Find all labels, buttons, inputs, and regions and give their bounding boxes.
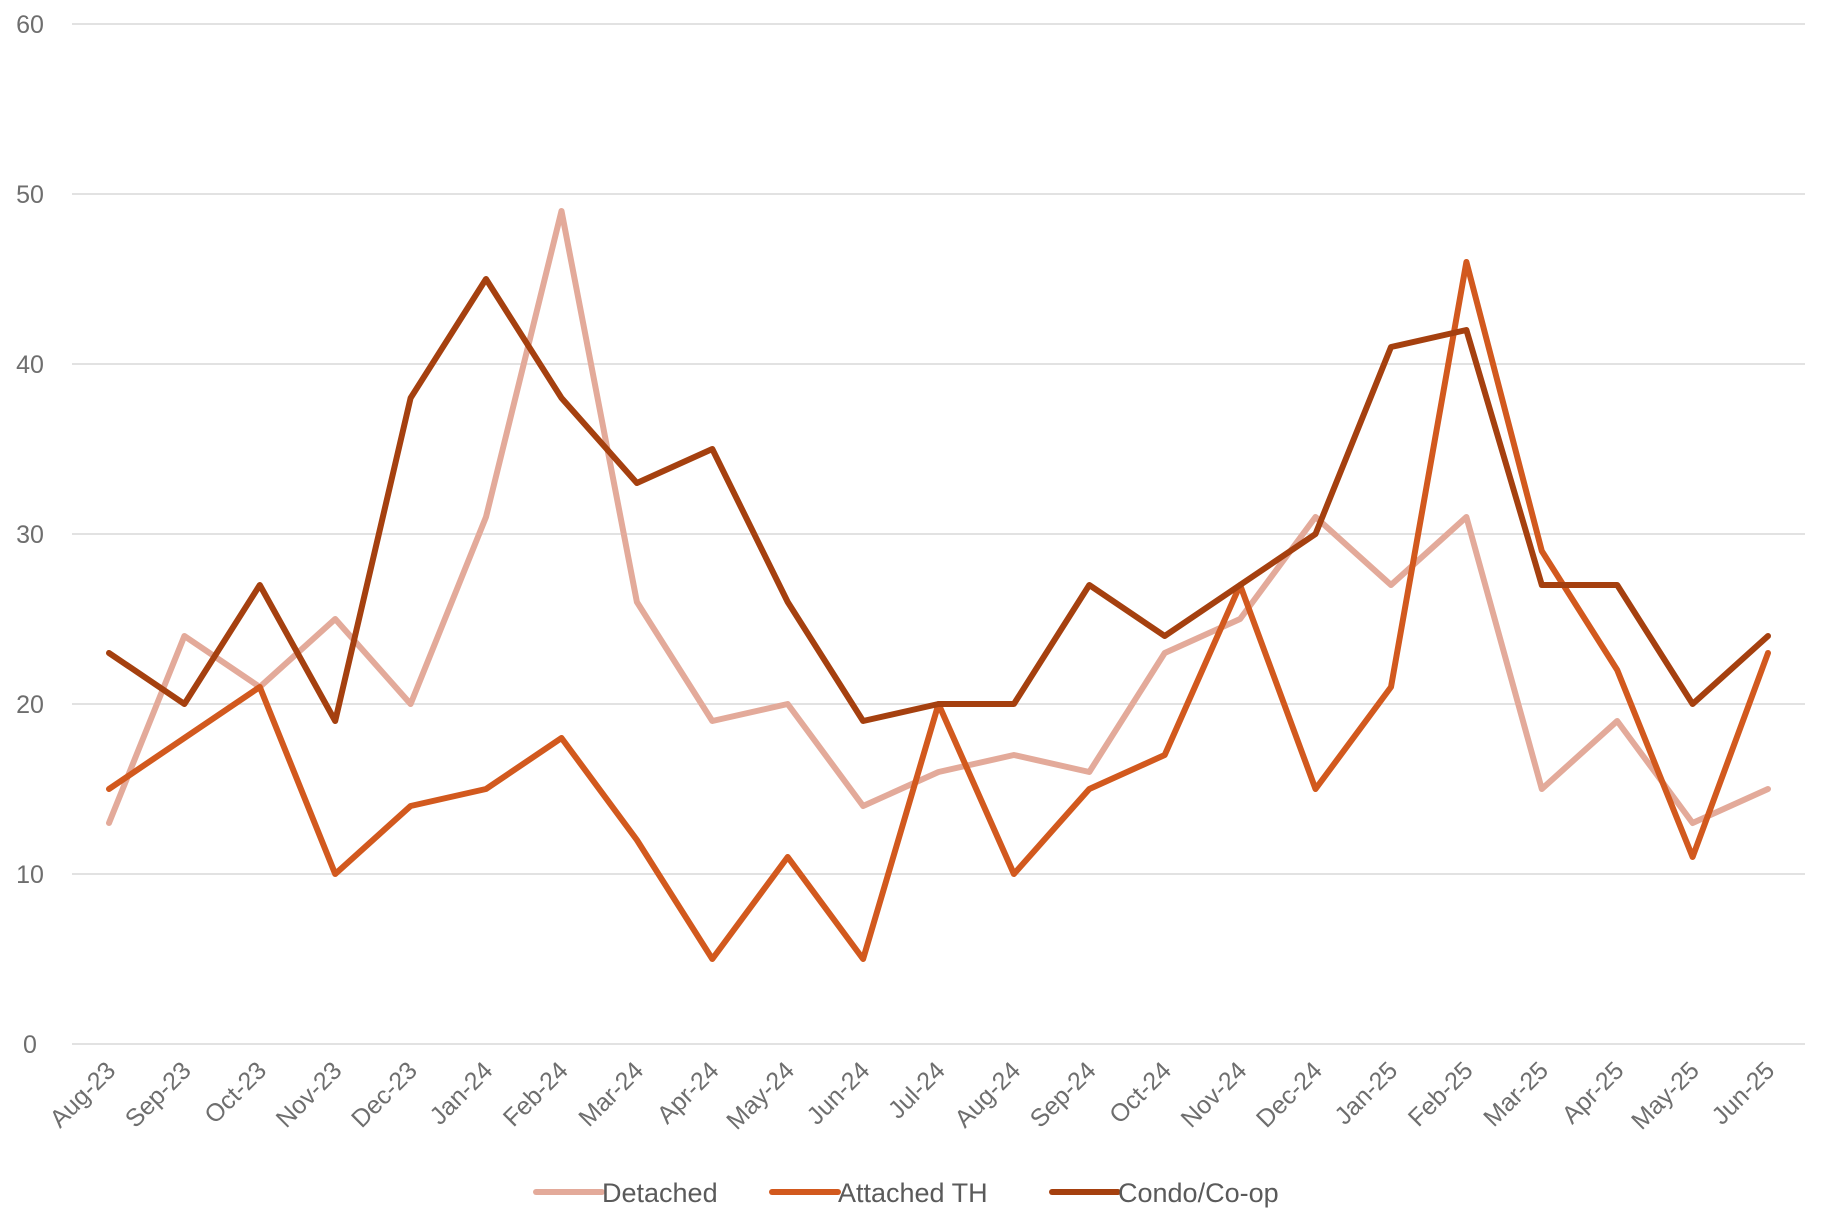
y-tick-label: 30	[16, 521, 44, 549]
x-tick-label: May-25	[1626, 1056, 1705, 1135]
x-tick-label: Sep-23	[120, 1056, 197, 1133]
x-tick-label: Sep-24	[1025, 1056, 1102, 1133]
x-tick-label: Apr-25	[1557, 1056, 1630, 1129]
x-tick-label: Nov-23	[271, 1056, 348, 1133]
legend-label: Detached	[602, 1178, 718, 1208]
y-tick-label: 50	[16, 181, 44, 209]
series-line-attached-th	[106, 259, 1771, 962]
x-tick-label: Feb-25	[1403, 1056, 1479, 1132]
x-tick-label: May-24	[721, 1056, 800, 1135]
x-tick-label: Aug-23	[44, 1056, 121, 1133]
x-tick-label: Aug-24	[949, 1056, 1026, 1133]
y-tick-label: 60	[16, 11, 44, 39]
x-tick-label: Nov-24	[1176, 1056, 1253, 1133]
y-axis-tick-labels: 0 10 20 30 40 50 60	[16, 11, 44, 1059]
legend-label: Attached TH	[838, 1178, 988, 1208]
series-lines	[106, 208, 1771, 962]
series-line-detached	[106, 208, 1771, 826]
x-tick-label: Oct-23	[199, 1056, 272, 1129]
x-tick-label: Mar-24	[573, 1056, 649, 1132]
x-tick-label: Jul-24	[883, 1056, 951, 1124]
y-tick-label: 0	[23, 1031, 37, 1059]
x-tick-label: Jun-25	[1706, 1056, 1780, 1130]
x-tick-label: Dec-23	[346, 1056, 423, 1133]
x-tick-label: Oct-24	[1104, 1056, 1177, 1129]
x-tick-label: Jun-24	[801, 1056, 875, 1130]
x-tick-label: Jan-25	[1329, 1056, 1403, 1130]
legend: Detached Attached TH Condo/Co-op	[533, 1178, 1279, 1208]
gridlines	[72, 23, 1805, 1045]
x-tick-label: Jan-24	[424, 1056, 498, 1130]
legend-label: Condo/Co-op	[1118, 1178, 1279, 1208]
x-tick-label: Mar-25	[1478, 1056, 1554, 1132]
x-tick-label: Apr-24	[652, 1056, 725, 1129]
y-tick-label: 40	[16, 351, 44, 379]
x-tick-label: Dec-24	[1251, 1056, 1328, 1133]
y-tick-label: 20	[16, 691, 44, 719]
x-tick-label: Feb-24	[498, 1056, 574, 1132]
y-tick-label: 10	[16, 861, 44, 889]
series-line-condo-co-op	[106, 276, 1771, 724]
